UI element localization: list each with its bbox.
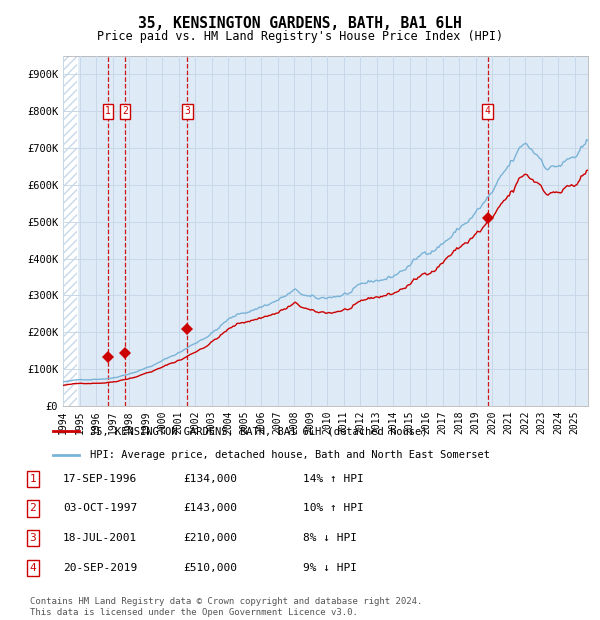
Text: 4: 4 (485, 106, 491, 116)
Text: 03-OCT-1997: 03-OCT-1997 (63, 503, 137, 513)
Text: 35, KENSINGTON GARDENS, BATH, BA1 6LH: 35, KENSINGTON GARDENS, BATH, BA1 6LH (138, 16, 462, 31)
Text: £510,000: £510,000 (183, 563, 237, 573)
Text: 4: 4 (29, 563, 37, 573)
Text: 18-JUL-2001: 18-JUL-2001 (63, 533, 137, 543)
Text: 20-SEP-2019: 20-SEP-2019 (63, 563, 137, 573)
Text: 8% ↓ HPI: 8% ↓ HPI (303, 533, 357, 543)
Text: 35, KENSINGTON GARDENS, BATH, BA1 6LH (detached house): 35, KENSINGTON GARDENS, BATH, BA1 6LH (d… (89, 427, 427, 436)
Text: Contains HM Land Registry data © Crown copyright and database right 2024.
This d: Contains HM Land Registry data © Crown c… (30, 598, 422, 617)
Text: 1: 1 (105, 106, 111, 116)
Text: 17-SEP-1996: 17-SEP-1996 (63, 474, 137, 484)
Text: 1: 1 (29, 474, 37, 484)
Text: 14% ↑ HPI: 14% ↑ HPI (303, 474, 364, 484)
Text: 10% ↑ HPI: 10% ↑ HPI (303, 503, 364, 513)
Text: 3: 3 (29, 533, 37, 543)
Text: 3: 3 (185, 106, 190, 116)
Text: £143,000: £143,000 (183, 503, 237, 513)
Text: 2: 2 (122, 106, 128, 116)
Bar (63, 56, 77, 406)
Text: £210,000: £210,000 (183, 533, 237, 543)
Text: 9% ↓ HPI: 9% ↓ HPI (303, 563, 357, 573)
Text: £134,000: £134,000 (183, 474, 237, 484)
Text: Price paid vs. HM Land Registry's House Price Index (HPI): Price paid vs. HM Land Registry's House … (97, 30, 503, 43)
Text: 2: 2 (29, 503, 37, 513)
Text: HPI: Average price, detached house, Bath and North East Somerset: HPI: Average price, detached house, Bath… (89, 450, 490, 461)
Bar (63, 56, 77, 406)
